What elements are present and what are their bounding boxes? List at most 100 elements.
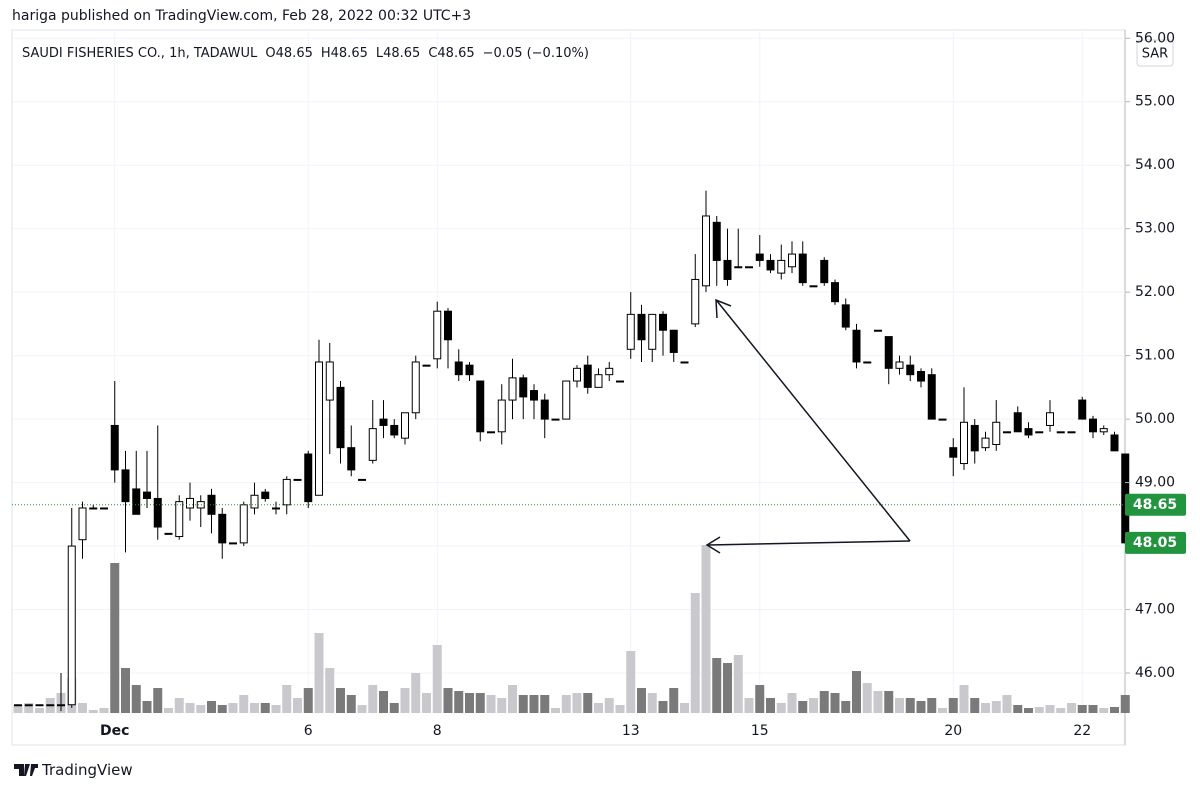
volume-bar [164,708,173,713]
candle-body [1024,428,1033,436]
y-tick-label: 56.00 [1135,30,1175,46]
candle-body [1003,431,1011,434]
candle-body [250,494,259,509]
candle-body [895,361,904,369]
candle-body [186,497,194,509]
price-marker-label: 48.65 [1133,497,1177,513]
volume-bar [1056,708,1066,713]
volume-bar [938,708,947,713]
volume-bar [583,693,593,713]
volume-bar [970,698,980,713]
candle-body [562,380,571,420]
candle-body [809,285,818,288]
candle-body [1110,434,1119,452]
candle-body [1013,412,1022,433]
candle-body [454,361,463,376]
price-marker-box [1125,531,1186,554]
y-tick-label: 47.00 [1135,602,1175,618]
candle-body [917,371,925,382]
volume-bar [755,685,765,713]
candle-body [723,259,732,280]
candle-body [57,704,65,707]
volume-bar [411,673,421,713]
candle-body [540,399,549,420]
volume-bar [271,705,281,713]
volume-bar [959,685,969,713]
volume-bar [905,698,915,713]
candle-body [648,313,657,350]
y-tick-label: 53.00 [1135,221,1175,237]
candle-body [551,418,560,421]
volume-bar [207,701,216,713]
ohlc-value: 48.65 [330,46,368,61]
candle-body [659,313,667,331]
volume-bar [841,701,851,713]
candle-body [444,310,452,341]
ohlc-value: 48.65 [383,46,421,61]
volume-bar [389,703,399,713]
candle-body [229,542,237,545]
ohlc-label: O [265,46,276,61]
volume-bar [368,685,378,713]
volume-bar [465,693,474,713]
volume-bar [432,645,442,713]
candle-body [143,491,151,499]
candle-body [766,259,775,271]
candle-body [702,215,710,287]
volume-bar [260,703,270,713]
candle-body [530,390,538,401]
volume-bar [346,695,356,713]
candle-body [626,313,635,350]
volume-bar [303,688,313,713]
volume-bar [1067,703,1076,713]
volume-bar [712,658,722,713]
candle-body [777,259,786,274]
volume-bar [1034,707,1044,713]
ohlc-value: 48.65 [437,46,475,61]
candle-body [949,447,958,458]
ohlc-label: H [320,46,331,61]
ohlc-value: 48.65 [275,46,313,61]
candle-body [519,377,528,398]
y-tick-label: 54.00 [1135,157,1175,173]
candle-body [938,418,947,421]
volume-bar [1002,695,1012,713]
volume-bar [196,705,206,713]
volume-bar [282,685,292,713]
volume-bar [626,651,636,713]
candle-body [863,361,872,364]
candle-body [508,377,517,401]
candle-body [497,399,506,433]
arrow-head [705,536,721,554]
ohlc-item: L48.65 [376,46,424,61]
candle-body [476,380,485,433]
y-tick-label: 51.00 [1135,348,1175,364]
candle-body [1035,431,1044,434]
volume-bar [475,693,485,713]
candle-body [788,253,796,268]
volume-bar [518,695,528,713]
candle-body [261,491,270,499]
volume-bar [948,698,958,713]
candle-body [981,437,990,449]
volume-bar [1024,708,1033,713]
candle-body [78,507,87,541]
candle-body [960,421,968,465]
x-tick-label: 20 [944,723,962,739]
volume-bar [798,701,808,713]
volume-bar [873,691,883,713]
symbol-legend: SAUDI FISHERIES CO., 1h, TADAWUL O48.65 H… [22,46,593,61]
candle-body [465,364,474,376]
candle-body [637,313,646,341]
volume-bar [174,698,184,713]
volume-bar [497,698,507,713]
candle-body [411,361,420,414]
candle-body [164,532,173,535]
price-marker-box [1125,493,1186,516]
currency-box [1136,39,1174,67]
candle-body [110,424,119,471]
volume-bar [250,703,259,713]
volume-bar [379,691,388,713]
